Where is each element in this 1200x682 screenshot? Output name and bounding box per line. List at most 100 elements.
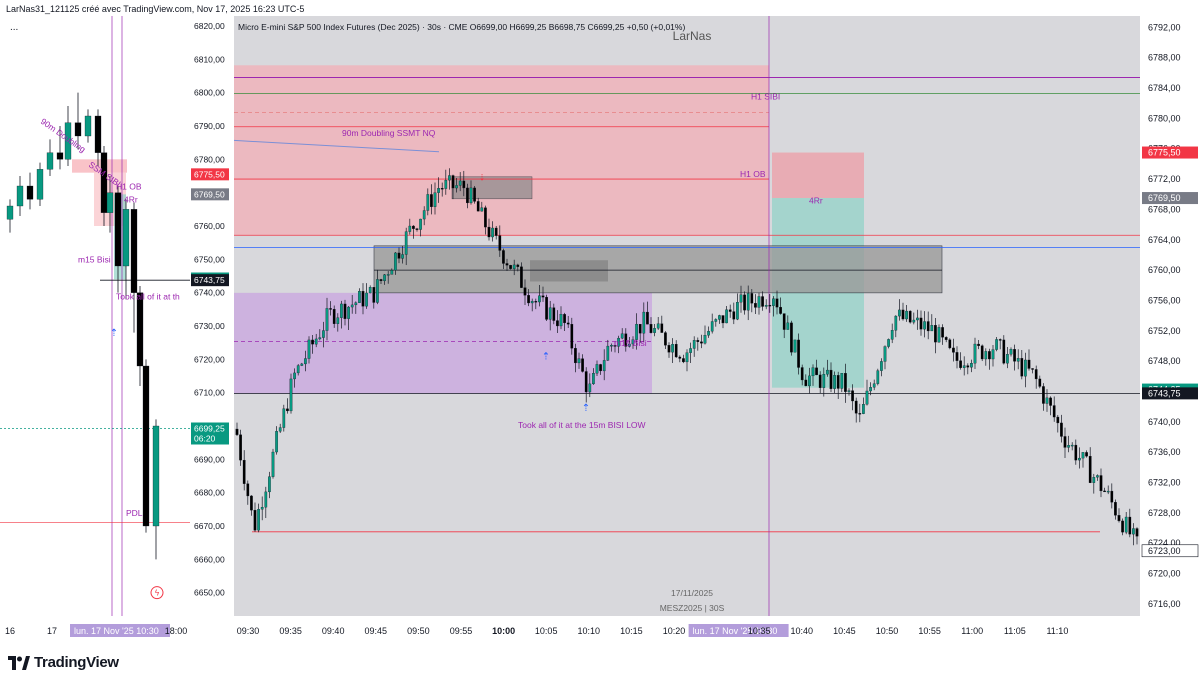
h1-sibi-zone bbox=[234, 65, 769, 236]
candle bbox=[325, 297, 329, 341]
candle bbox=[685, 349, 689, 372]
left-price-axis[interactable] bbox=[190, 16, 232, 616]
candle bbox=[584, 367, 588, 403]
candle bbox=[354, 301, 358, 314]
candle bbox=[307, 336, 311, 364]
candle bbox=[1092, 473, 1096, 494]
candle bbox=[246, 480, 250, 505]
chart-annotation[interactable]: PDL bbox=[126, 508, 143, 518]
candle bbox=[239, 429, 242, 466]
candle bbox=[714, 318, 718, 327]
left-chart-panel[interactable]: ... 90m Doubling SSM SIBI H1 OB 4Rr m15 Bisi T… bbox=[0, 16, 232, 642]
candle bbox=[372, 287, 376, 309]
price-axis-label: 6792,00 bbox=[1148, 22, 1181, 32]
candle bbox=[786, 315, 790, 330]
price-axis-label: 6768,00 bbox=[1148, 204, 1181, 214]
fvg-zone-inner bbox=[530, 260, 608, 282]
more-menu-icon[interactable]: ... bbox=[10, 22, 18, 33]
time-axis-label: 09:55 bbox=[450, 626, 473, 636]
candle bbox=[984, 348, 988, 366]
candle bbox=[332, 305, 336, 328]
candle bbox=[732, 302, 736, 325]
candle bbox=[106, 176, 114, 233]
candle bbox=[642, 302, 646, 342]
candle bbox=[379, 278, 383, 285]
candle bbox=[869, 382, 872, 396]
candle bbox=[750, 289, 754, 313]
time-axis-label: 17 bbox=[47, 626, 57, 636]
m15-bisi-zone bbox=[234, 292, 652, 394]
candle bbox=[368, 285, 372, 294]
candle bbox=[64, 106, 72, 166]
chart-annotation[interactable]: 4Rr bbox=[809, 195, 823, 205]
candle bbox=[692, 336, 696, 357]
candle bbox=[775, 290, 779, 315]
candle bbox=[721, 315, 725, 329]
candle bbox=[894, 315, 898, 338]
chart-annotation[interactable]: H1 OB bbox=[116, 181, 142, 191]
candle bbox=[923, 311, 926, 338]
candle bbox=[455, 177, 458, 193]
candle bbox=[469, 180, 473, 205]
candle bbox=[739, 285, 743, 313]
candle bbox=[530, 298, 534, 312]
candle bbox=[484, 205, 487, 235]
candle bbox=[570, 317, 574, 355]
candle bbox=[1085, 450, 1088, 458]
candle bbox=[505, 258, 509, 271]
price-axis[interactable] bbox=[1140, 16, 1200, 616]
chart-annotation[interactable]: Took all of it at the 15m BISI LOW bbox=[518, 420, 646, 430]
candle bbox=[664, 331, 667, 349]
chart-annotation[interactable]: m15 Bisi bbox=[78, 255, 111, 265]
candle bbox=[401, 245, 404, 264]
candle bbox=[1009, 347, 1013, 357]
candle bbox=[444, 169, 448, 195]
price-tag bbox=[1142, 146, 1198, 159]
candle bbox=[988, 348, 991, 370]
candle bbox=[130, 202, 138, 333]
chart-annotation[interactable]: 4Rr bbox=[124, 195, 138, 205]
candle bbox=[890, 323, 894, 344]
tradingview-logo[interactable]: TradingView bbox=[8, 654, 119, 671]
candle bbox=[656, 316, 660, 330]
candle bbox=[880, 358, 883, 377]
candle bbox=[476, 197, 480, 212]
candle bbox=[1034, 365, 1038, 389]
candle bbox=[761, 291, 764, 311]
candle bbox=[955, 346, 959, 369]
main-chart-panel[interactable]: ⇡ ⇡ ⇣ H1 SIBI 90m Doubling SSMT NQ H1 OB 4Rr m1… bbox=[234, 16, 1200, 642]
candle bbox=[358, 288, 361, 304]
main-chart-canvas[interactable]: ⇡ ⇡ ⇣ H1 SIBI 90m Doubling SSMT NQ H1 OB 4Rr m1… bbox=[234, 16, 1200, 642]
tradingview-logo-icon bbox=[8, 655, 30, 670]
candle bbox=[491, 221, 494, 242]
candle bbox=[1016, 349, 1020, 370]
candle bbox=[451, 174, 455, 200]
candle bbox=[563, 312, 566, 331]
left-plot-area[interactable] bbox=[0, 16, 190, 616]
candle bbox=[862, 397, 865, 415]
candle bbox=[498, 225, 502, 257]
time-axis-label: 18:00 bbox=[165, 626, 188, 636]
candle bbox=[100, 146, 108, 226]
candle bbox=[1117, 508, 1121, 523]
price-axis-label: 6740,00 bbox=[1148, 417, 1181, 427]
lightning-icon: ϟ bbox=[155, 589, 160, 598]
chart-annotation[interactable]: m15 Bisi bbox=[614, 338, 647, 348]
candle bbox=[268, 471, 271, 499]
candle bbox=[520, 262, 523, 288]
candle bbox=[458, 172, 462, 192]
chart-annotation[interactable]: H1 SIBI bbox=[751, 91, 780, 101]
chart-annotation[interactable]: H1 OB bbox=[740, 169, 766, 179]
price-tag bbox=[1141, 544, 1199, 558]
candle bbox=[1049, 396, 1052, 416]
alert-icon[interactable] bbox=[150, 586, 164, 600]
chart-annotation[interactable]: 90m Doubling SSMT NQ bbox=[342, 128, 436, 138]
chart-annotation[interactable]: Took all of it at th bbox=[116, 291, 180, 301]
candle bbox=[844, 363, 847, 403]
candle bbox=[282, 404, 286, 432]
candle bbox=[628, 336, 631, 348]
candle bbox=[314, 333, 318, 348]
candle bbox=[289, 373, 293, 414]
candle bbox=[602, 349, 606, 381]
